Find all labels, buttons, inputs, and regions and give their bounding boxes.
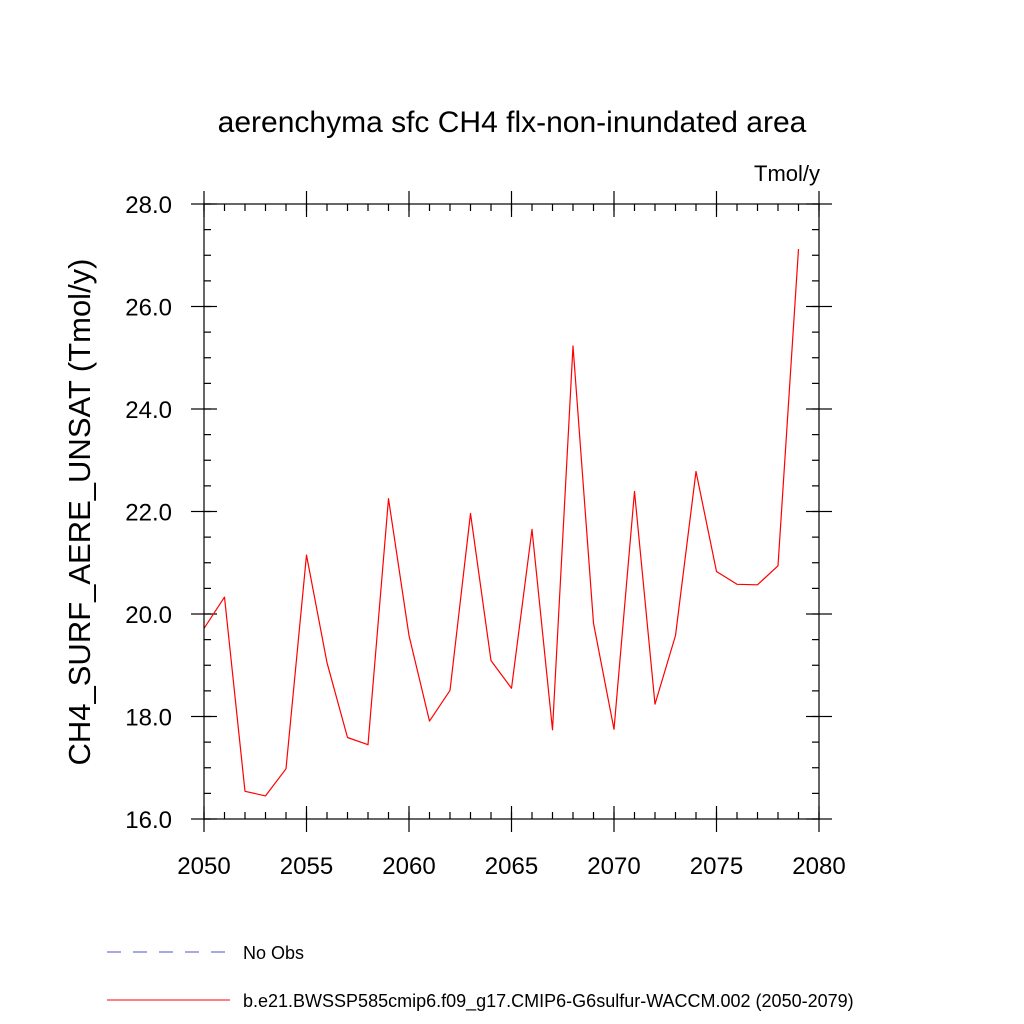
legend-label: b.e21.BWSSP585cmip6.f09_g17.CMIP6-G6sulf… — [243, 991, 854, 1012]
series-line — [203, 249, 800, 797]
x-tick-label: 2055 — [280, 853, 333, 880]
y-tick-label: 18.0 — [125, 705, 172, 732]
x-tick-label: 2065 — [485, 853, 538, 880]
x-tick-label: 2060 — [382, 853, 435, 880]
plot-frame — [203, 203, 820, 820]
y-tick-label: 16.0 — [125, 807, 172, 834]
y-tick-label: 28.0 — [125, 192, 172, 219]
x-tick-label: 2080 — [792, 853, 845, 880]
x-tick-label: 2075 — [690, 853, 743, 880]
legend: No Obs b.e21.BWSSP585cmip6.f09_g17.CMIP6-… — [107, 943, 854, 1012]
y-tick-label: 24.0 — [125, 397, 172, 424]
chart-title: aerenchyma sfc CH4 flx-non-inundated are… — [218, 106, 807, 139]
legend-label: No Obs — [243, 943, 304, 963]
x-tick-label: 2070 — [587, 853, 640, 880]
tick-labels: 2050 2055 2060 2065 2070 2075 2080 16.0 18.0 20.0… — [125, 192, 845, 880]
y-axis-label: CH4_SURF_AERE_UNSAT (Tmol/y) — [62, 258, 97, 765]
x-tick-label: 2050 — [177, 853, 230, 880]
axis-ticks — [191, 191, 832, 832]
y-tick-label: 26.0 — [125, 295, 172, 322]
series-lines — [203, 249, 800, 797]
y-tick-label: 22.0 — [125, 500, 172, 527]
units-label: Tmol/y — [754, 161, 820, 186]
y-tick-label: 20.0 — [125, 602, 172, 629]
